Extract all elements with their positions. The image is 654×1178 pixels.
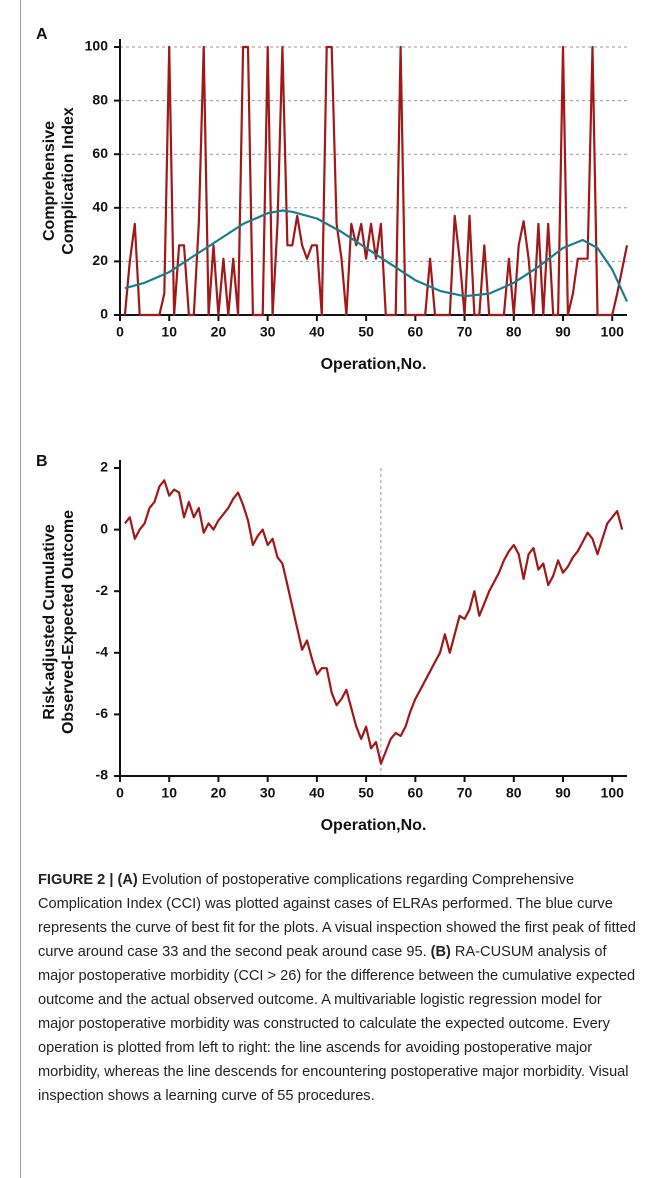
data-line (123, 45, 629, 317)
x-tick-label: 70 (457, 785, 473, 801)
figure-label: FIGURE 2 | (38, 872, 114, 888)
x-tick-label: 10 (161, 785, 177, 801)
y-tick-label: 100 (85, 38, 109, 54)
x-tick-label: 60 (408, 785, 424, 801)
x-tick-label: 80 (506, 785, 522, 801)
x-tick-label: 0 (116, 785, 124, 801)
caption-text: Evolution of postoperative complications… (38, 872, 636, 960)
x-tick-label: 40 (309, 324, 325, 340)
panel-label: (B) (430, 944, 451, 960)
y-tick-label: 60 (92, 145, 108, 161)
x-axis-title: Operation,No. (321, 356, 427, 373)
panel-label: (A) (117, 872, 138, 888)
x-axis-title: Operation,No. (321, 817, 427, 834)
x-tick-label: 50 (358, 324, 374, 340)
caption-text: RA-CUSUM analysis of major postoperative… (38, 944, 636, 1104)
y-axis-title: Risk-adjusted Cumulative (41, 524, 58, 720)
y-axis-title: Comprehensive (41, 121, 58, 241)
y-tick-label: -2 (96, 582, 109, 598)
y-tick-label: -6 (96, 705, 109, 721)
y-axis-title: Complication Index (60, 107, 77, 255)
x-tick-label: 50 (358, 785, 374, 801)
x-tick-label: 0 (116, 324, 124, 340)
y-tick-label: 20 (92, 252, 108, 268)
x-tick-label: 90 (555, 324, 571, 340)
y-tick-label: 80 (92, 91, 108, 107)
y-tick-label: 0 (100, 306, 108, 322)
y-tick-label: 0 (100, 520, 108, 536)
data-line (124, 479, 624, 765)
x-tick-label: 60 (408, 324, 424, 340)
caption: FIGURE 2 | (A) Evolution of postoperative … (38, 868, 638, 1108)
x-tick-label: 100 (601, 785, 625, 801)
x-tick-label: 10 (161, 324, 177, 340)
x-tick-label: 20 (211, 785, 227, 801)
x-tick-label: 90 (555, 785, 571, 801)
x-tick-label: 80 (506, 324, 522, 340)
x-tick-label: 20 (211, 324, 227, 340)
x-tick-label: 40 (309, 785, 325, 801)
y-tick-label: -4 (96, 644, 109, 660)
frame-line (20, 0, 21, 1178)
data-line (124, 209, 628, 303)
y-tick-label: -8 (96, 767, 109, 783)
y-axis-title: Observed-Expected Outcome (60, 510, 77, 734)
y-tick-label: 40 (92, 199, 108, 215)
x-tick-label: 100 (601, 324, 625, 340)
panel-label: A (36, 26, 48, 43)
panel-label: B (36, 453, 48, 470)
x-tick-label: 70 (457, 324, 473, 340)
x-tick-label: 30 (260, 324, 276, 340)
y-tick-label: 2 (100, 459, 108, 475)
x-tick-label: 30 (260, 785, 276, 801)
